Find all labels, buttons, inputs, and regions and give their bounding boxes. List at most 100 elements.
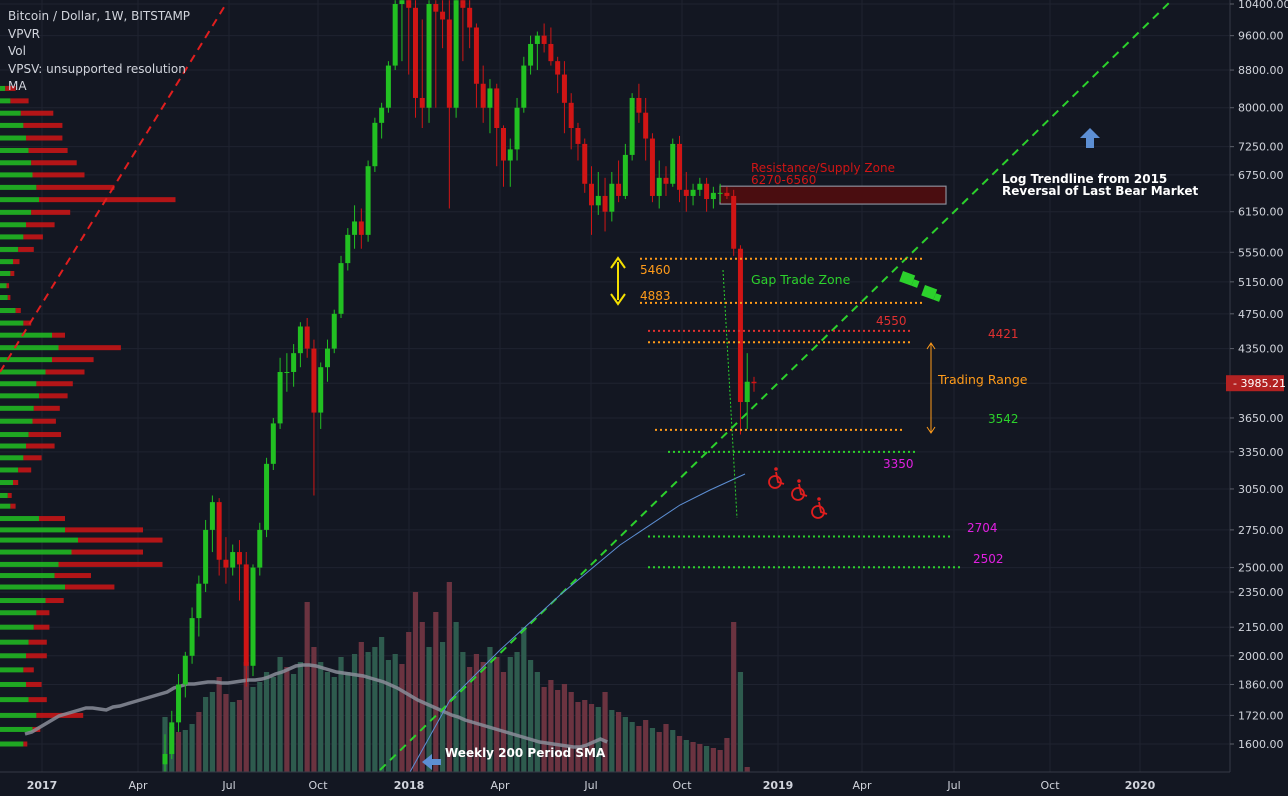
wheelchair-head-icon [797,479,801,483]
candle-body [480,83,486,108]
vpvr-up-bar [0,110,21,116]
last-price-tag[interactable] [1226,375,1284,392]
vpvr-down-bar [39,516,65,522]
vpvr-down-bar [10,270,15,276]
volume-bar [710,748,716,772]
candle-body [392,4,398,66]
volume-bar [521,627,527,772]
price-tick-label: 2150.00 [1238,621,1284,634]
volume-bar [345,672,351,772]
volume-bar [243,662,249,772]
vpvr-up-bar [0,307,16,313]
time-tick-label: Oct [1040,779,1060,792]
price-tick-label: 7250.00 [1238,141,1284,154]
price-tick-label: 2750.00 [1238,524,1284,537]
volume-bar [541,687,547,772]
vpvr-down-bar [13,480,19,486]
vpvr-down-bar [36,610,50,616]
vpvr-up-bar [0,527,65,533]
candle-body [243,564,249,666]
candle-body [331,313,337,349]
candle-body [710,192,716,200]
volume-bar [311,647,317,772]
vpvr-down-bar [5,85,16,91]
symbol-title[interactable]: Bitcoin / Dollar, 1W, BITSTAMP [8,9,191,23]
vpvr-up-bar [0,283,7,289]
volume-bar [467,667,473,772]
candle-body [196,583,202,619]
last-price-value: - 3985.21 [1233,377,1286,390]
vpvr-down-bar [28,639,47,645]
vpvr-up-bar [0,234,24,240]
volume-bar [324,672,331,772]
time-axis-background [0,772,1288,796]
vpvr-down-bar [54,573,91,579]
support-levels: 5460 4883 4550 4421 3542 3350 2704 2502 [640,257,1019,569]
vpvr-down-bar [13,259,20,265]
candle-body [440,11,446,20]
indicator-vpsv[interactable]: VPSV: unsupported resolution [8,61,186,76]
vpvr-up-bar [0,639,29,645]
volume-bar [426,647,432,772]
price-tick-label: 6750.00 [1238,169,1284,182]
volume-bar [209,692,215,772]
vpvr-down-bar [18,467,32,473]
truck-icon [921,285,938,300]
level-label-3542: 3542 [988,412,1019,426]
volume-bar [331,677,337,772]
vpvr-up-bar [0,332,52,338]
volume-bar [649,728,656,772]
volume-bar [473,654,480,772]
vpvr-down-bar [31,160,77,166]
time-tick-label: Apr [490,779,510,792]
candle-body [656,177,662,196]
candle-body [683,189,689,196]
volume-bar [270,677,276,772]
trend-lines [0,0,1173,773]
time-tick-label: Jul [946,779,960,792]
volume-bar [656,732,662,772]
vpvr-down-bar [32,172,85,178]
vpvr-down-bar [6,283,10,289]
price-axis[interactable]: 10400.00 9600.00 8800.00 8000.00 7250.00 6750… [1226,0,1288,796]
indicator-ma[interactable]: MA [8,79,27,93]
candle-body [324,348,330,368]
truck-cab-icon [911,279,920,288]
candle-body [501,128,506,161]
time-tick-label: Jul [221,779,235,792]
level-label-2704: 2704 [967,521,998,535]
vpvr-up-bar [0,381,37,387]
candle-body [284,371,290,373]
trendline-label-1: Log Trendline from 2015 [1002,172,1167,186]
candle-body [264,463,270,530]
vpvr-down-bar [7,492,12,498]
vpvr-up-bar [0,160,32,166]
candle-body [358,221,364,235]
vpvr-up-bar [0,122,24,128]
volume-ma-line [24,663,608,749]
vpvr-down-bar [65,527,143,533]
volume-bar [575,702,581,772]
volume-bar [494,657,500,772]
vpvr-down-bar [10,503,16,509]
price-tick-label: 2500.00 [1238,562,1284,575]
volume-bar [663,724,669,772]
indicator-vpvr[interactable]: VPVR [8,26,40,41]
candle-body [230,552,236,568]
volume-bar [365,652,371,772]
vpvr-up-bar [0,432,29,438]
gap-trade-zone-label: Gap Trade Zone [751,272,851,287]
time-tick-label: 2020 [1125,779,1156,792]
time-axis[interactable]: 2017 Apr Jul Oct 2018 Apr Jul Oct 2019 Apr Jul Oct 2… [0,771,1288,796]
volume-bar [527,660,534,772]
indicator-vol[interactable]: Vol [8,44,26,58]
candle-body [541,35,547,44]
gap-arrow-head-down [610,293,626,306]
volume-bar [304,602,310,772]
candle-body [548,43,554,62]
price-tick-label: 9600.00 [1238,30,1284,43]
vpvr-up-bar [0,369,46,375]
candle-body [236,552,242,565]
candle-body [616,183,622,196]
